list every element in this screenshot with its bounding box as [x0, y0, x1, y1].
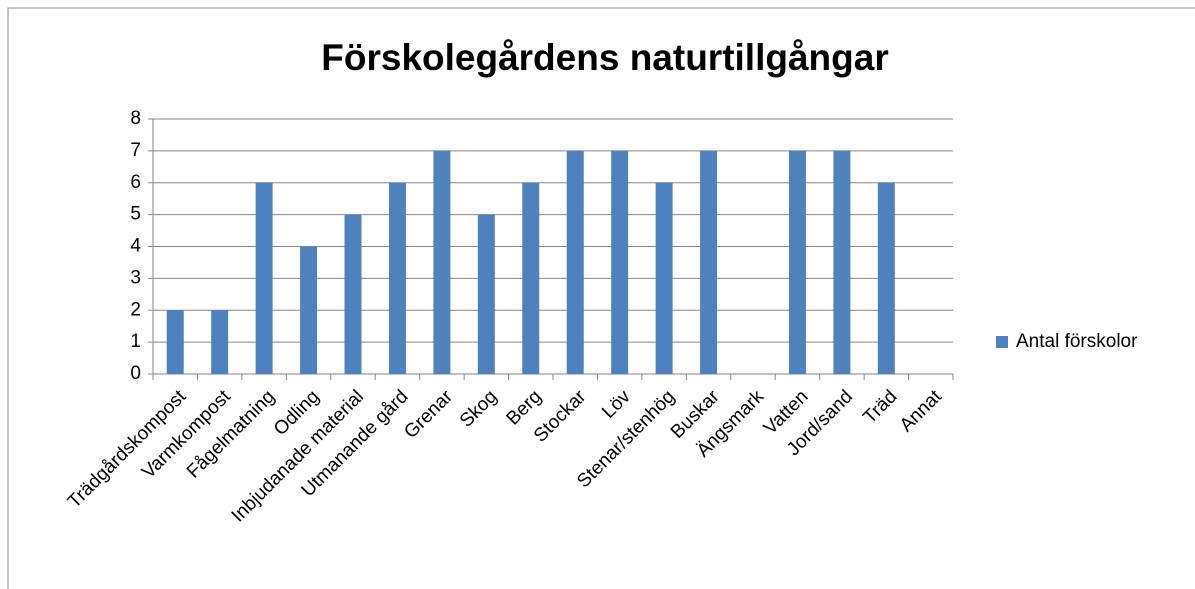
bar [388, 182, 406, 374]
bar [433, 150, 451, 374]
legend-label: Antal förskolor [1016, 331, 1138, 352]
bar [700, 150, 718, 374]
bar [477, 214, 495, 374]
x-tick-label: Löv [598, 386, 635, 423]
y-tick-label: 2 [130, 299, 141, 320]
y-tick-label: 6 [130, 172, 141, 193]
y-tick-label: 0 [130, 363, 141, 384]
bar [211, 310, 229, 374]
chart-border [7, 7, 1195, 589]
bar [611, 150, 629, 374]
bar [833, 150, 851, 374]
bar [522, 182, 540, 374]
x-tick-label: Skog [456, 386, 501, 431]
bar [300, 246, 318, 374]
bar [788, 150, 806, 374]
bar [877, 182, 895, 374]
chart-title: Förskolegårdens naturtillgångar [321, 37, 888, 78]
y-tick-label: 3 [130, 267, 141, 288]
y-tick-label: 7 [130, 140, 141, 161]
y-tick-label: 1 [130, 331, 141, 352]
y-tick-label: 8 [130, 108, 141, 129]
bar [344, 214, 362, 374]
bar [255, 182, 273, 374]
x-tick-label: Grenar [400, 386, 457, 443]
legend-swatch [996, 336, 1008, 348]
bar [166, 310, 184, 374]
bar [655, 182, 673, 374]
y-tick-label: 5 [130, 204, 141, 225]
x-tick-label: Annat [896, 386, 946, 436]
bar [566, 150, 584, 374]
y-tick-label: 4 [130, 236, 141, 257]
